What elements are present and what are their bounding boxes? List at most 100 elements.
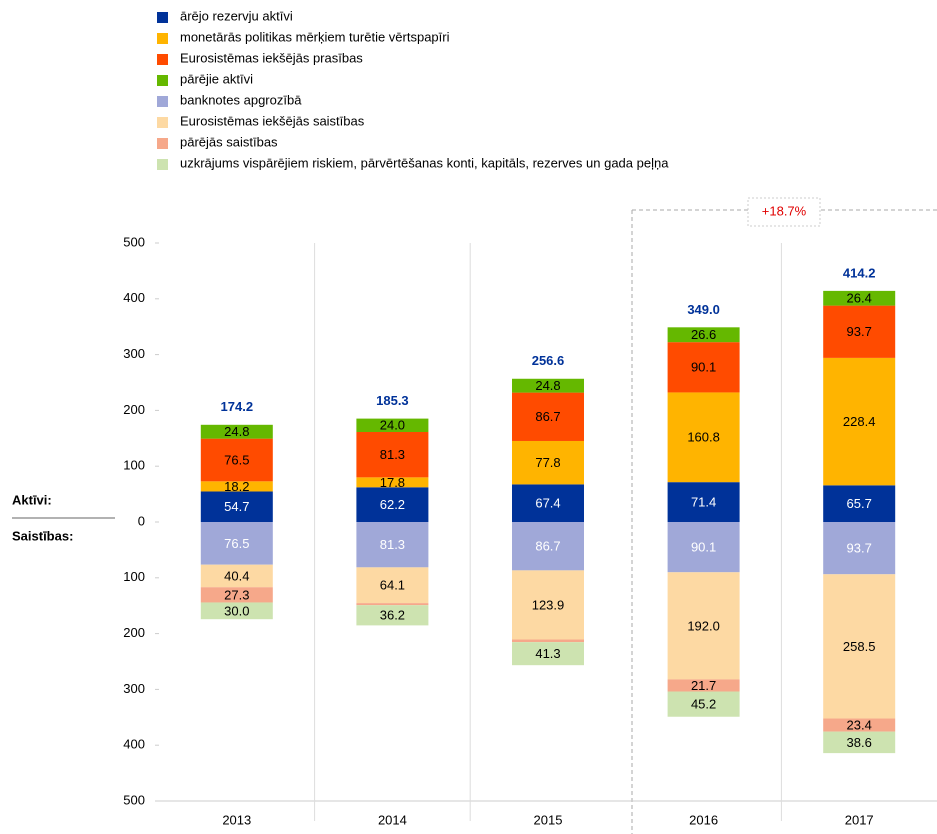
total-label: 414.2 — [843, 265, 876, 280]
total-label: 256.6 — [532, 353, 565, 368]
legend-swatch — [157, 33, 168, 44]
x-tick-label: 2016 — [689, 812, 718, 827]
legend-label: ārējo rezervju aktīvi — [180, 8, 293, 23]
bar-segment — [200, 491, 273, 522]
y-tick-label: 100 — [123, 458, 145, 473]
value-label: 71.4 — [691, 495, 716, 510]
value-label: 258.5 — [843, 639, 876, 654]
x-tick-label: 2017 — [845, 812, 874, 827]
total-label: 174.2 — [221, 399, 254, 414]
value-label: 86.7 — [535, 409, 560, 424]
value-label: 65.7 — [847, 496, 872, 511]
value-label: 86.7 — [535, 539, 560, 554]
bar-segment — [512, 570, 584, 640]
bar-segment — [667, 522, 740, 573]
bar-segment — [512, 484, 584, 522]
bar-segment — [512, 378, 584, 393]
bar-segment — [667, 691, 740, 717]
total-label: 349.0 — [687, 302, 720, 317]
legend-swatch — [157, 12, 168, 23]
bar-segment — [667, 572, 740, 680]
bar-segment — [667, 392, 740, 483]
bar-segment — [823, 290, 896, 306]
value-label: 160.8 — [687, 430, 720, 445]
bar-segment — [200, 424, 273, 439]
legend-swatch — [157, 138, 168, 149]
legend-label: monetārās politikas mērķiem turētie vērt… — [180, 29, 450, 44]
value-label: 27.3 — [224, 587, 249, 602]
bar-segment — [512, 440, 584, 485]
x-tick-label: 2013 — [222, 812, 251, 827]
y-tick-label: 100 — [123, 569, 145, 584]
bar-segment — [823, 718, 896, 732]
bar-segment — [512, 392, 584, 441]
y-tick-label: 400 — [123, 737, 145, 752]
bar-segment — [356, 567, 429, 604]
bar-segment — [512, 639, 584, 643]
value-label: 228.4 — [843, 414, 876, 429]
value-label: 30.0 — [224, 603, 249, 618]
y-tick-label: 200 — [123, 625, 145, 640]
legend-swatch — [157, 159, 168, 170]
bar-segment — [356, 477, 429, 488]
value-label: 24.8 — [224, 424, 249, 439]
total-label: 185.3 — [376, 393, 409, 408]
x-tick-label: 2015 — [534, 812, 563, 827]
bar-segment — [823, 305, 896, 358]
value-label: 38.6 — [847, 735, 872, 750]
value-label: 76.5 — [224, 452, 249, 467]
bar-segment — [356, 603, 429, 606]
bar-segment — [512, 642, 584, 666]
legend-label: pārējie aktīvi — [180, 71, 253, 86]
bar-segment — [667, 482, 740, 522]
legend-label: pārējās saistības — [180, 134, 278, 149]
x-tick-label: 2014 — [378, 812, 407, 827]
bar-segment — [823, 357, 896, 486]
bar-segment — [823, 731, 896, 754]
y-tick-label: 500 — [123, 792, 145, 807]
value-label: 64.1 — [380, 578, 405, 593]
bar-segment — [823, 485, 896, 522]
value-label: 90.1 — [691, 360, 716, 375]
bar-segment — [200, 602, 273, 620]
value-label: 41.3 — [535, 646, 560, 661]
value-label: 24.8 — [535, 378, 560, 393]
bar-segment — [200, 522, 273, 565]
value-label: 192.0 — [687, 618, 720, 633]
bar-segment — [823, 522, 896, 575]
value-label: 93.7 — [847, 541, 872, 556]
value-label: 23.4 — [847, 717, 872, 732]
bar-segment — [200, 564, 273, 588]
value-label: 77.8 — [535, 455, 560, 470]
y-tick-label: 200 — [123, 402, 145, 417]
annotation: +18.7% — [762, 203, 807, 218]
bar-segment — [200, 438, 273, 482]
value-label: 17.8 — [380, 475, 405, 490]
value-label: 90.1 — [691, 540, 716, 555]
y-tick-label: 400 — [123, 290, 145, 305]
value-label: 81.3 — [380, 447, 405, 462]
value-label: 93.7 — [847, 324, 872, 339]
y-tick-label: 500 — [123, 234, 145, 249]
bar-segment — [356, 487, 429, 522]
legend-label: Eurosistēmas iekšējās prasības — [180, 50, 363, 65]
bar-segment — [356, 431, 429, 478]
value-label: 67.4 — [535, 496, 560, 511]
y-tick-label: 0 — [138, 513, 145, 528]
bar-segment — [823, 574, 896, 719]
value-label: 54.7 — [224, 499, 249, 514]
legend-swatch — [157, 117, 168, 128]
value-label: 81.3 — [380, 537, 405, 552]
y-tick-label: 300 — [123, 681, 145, 696]
bar-segment — [200, 481, 273, 492]
bar-segment — [356, 605, 429, 626]
value-label: 40.4 — [224, 568, 249, 583]
liabilities-label: Saistības: — [12, 528, 73, 543]
value-label: 45.2 — [691, 697, 716, 712]
value-label: 18.2 — [224, 479, 249, 494]
legend-label: uzkrājums vispārējiem riskiem, pārvērtēš… — [180, 155, 669, 170]
value-label: 123.9 — [532, 597, 565, 612]
value-label: 76.5 — [224, 536, 249, 551]
annotation-box — [747, 197, 821, 227]
